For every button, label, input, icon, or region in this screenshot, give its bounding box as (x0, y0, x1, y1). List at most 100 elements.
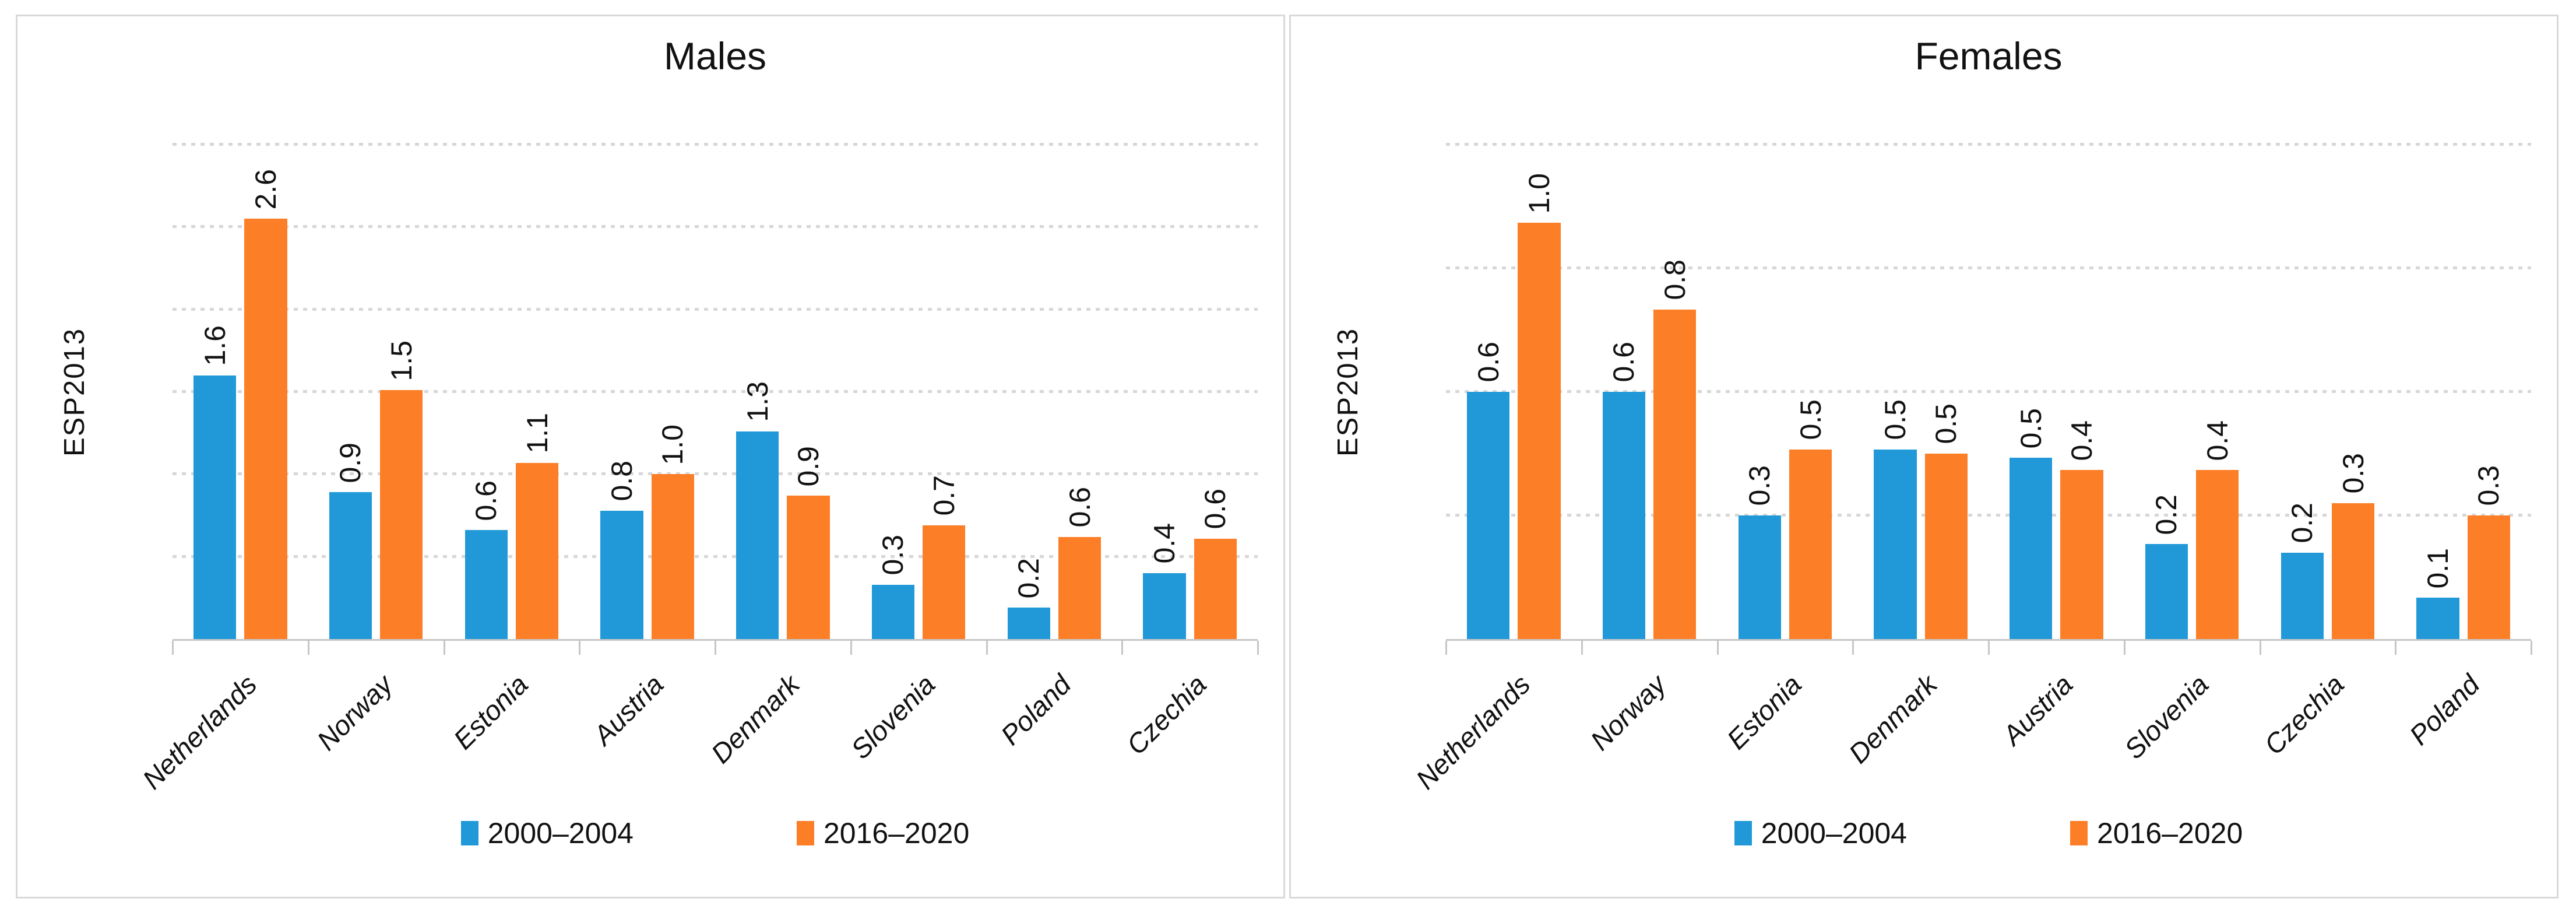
bar-value-label: 2.6 (249, 169, 283, 210)
x-axis-tick (2395, 641, 2397, 655)
legend-item-2000-2004: 2000–2004 (460, 816, 634, 850)
bar-value-label: 0.6 (1063, 487, 1096, 528)
gridline (1446, 266, 2531, 269)
bar-value-label: 0.7 (927, 475, 960, 516)
bar-group-poland: 0.1 0.3 (2395, 145, 2531, 639)
bar-column: 0.5 (1874, 145, 1917, 639)
legend: 2000–2004 2016–2020 (1446, 816, 2531, 850)
bar-value-label: 0.1 (2421, 548, 2454, 589)
bar-netherlands-2016-2020 (244, 219, 287, 639)
bar-estonia-2000-2004 (464, 530, 508, 639)
bar-value-label: 0.5 (1930, 403, 1963, 444)
x-axis-labels: Netherlands Norway Estonia Denmark Austria Sl… (1410, 645, 2531, 820)
bar-estonia-2000-2004 (1738, 515, 1781, 639)
category-label-slovenia: Slovenia (2118, 668, 2215, 765)
bar-value-label: 0.2 (2150, 494, 2183, 535)
bar-denmark-2016-2020 (1924, 454, 1968, 639)
bar-value-label: 0.5 (1794, 399, 1827, 440)
x-axis-tick (307, 641, 309, 655)
bar-column: 0.6 (464, 145, 508, 639)
bar-denmark-2000-2004 (736, 431, 779, 639)
bar-slovenia-2016-2020 (2196, 470, 2239, 639)
x-axis-tick (715, 641, 716, 655)
bar-column: 0.6 (1602, 145, 1646, 639)
bar-column: 0.7 (923, 145, 966, 639)
y-axis-title: ESP2013 (59, 327, 90, 457)
bar-group-norway: 0.6 0.8 (1582, 145, 1718, 639)
category-label-austria: Austria (1996, 668, 2079, 751)
bar-norway-2000-2004 (329, 492, 372, 639)
bar-value-label: 0.2 (1012, 557, 1046, 599)
category-label-poland: Poland (994, 668, 1077, 751)
bar-value-label: 1.5 (385, 340, 418, 381)
bar-column: 1.5 (380, 145, 423, 639)
bar-slovenia-2000-2004 (2145, 544, 2188, 639)
bar-group-denmark: 0.5 0.5 (1853, 145, 1989, 639)
bar-czechia-2000-2004 (1143, 573, 1186, 639)
bar-poland-2016-2020 (2467, 515, 2510, 639)
bar-netherlands-2000-2004 (193, 375, 237, 639)
legend-swatch-2000-2004 (460, 821, 478, 845)
bar-value-label: 0.9 (792, 445, 825, 487)
gridline (173, 143, 1258, 146)
bar-column: 0.5 (1924, 145, 1968, 639)
bar-group-estonia: 0.3 0.5 (1718, 145, 1853, 639)
bar-value-label: 0.4 (2201, 420, 2234, 461)
bar-value-label: 1.3 (741, 381, 774, 422)
x-axis-tick (2123, 641, 2125, 655)
bar-value-label: 0.5 (1878, 399, 1912, 440)
category-label-denmark: Denmark (1842, 668, 1943, 770)
bar-column: 1.0 (1518, 145, 1561, 639)
x-axis-tick (443, 641, 445, 655)
bar-group-slovenia: 0.3 0.7 (851, 145, 987, 639)
bar-value-label: 1.0 (1523, 173, 1556, 214)
bar-value-label: 0.4 (2065, 420, 2099, 461)
bar-value-label: 0.5 (2014, 408, 2047, 449)
bar-column: 0.8 (600, 145, 643, 639)
bar-column: 0.2 (2281, 145, 2324, 639)
legend-item-2000-2004: 2000–2004 (1734, 816, 1907, 850)
bar-value-label: 0.6 (470, 480, 503, 521)
x-axis-tick (1988, 641, 1990, 655)
legend-label-2016-2020: 2016–2020 (824, 817, 970, 850)
category-label-estonia: Estonia (1720, 668, 1808, 756)
bar-netherlands-2016-2020 (1518, 223, 1561, 639)
males-chart-panel: Males ESP2013 1.6 2.6 0.9 1.5 0.6 1.1 0.8 1.0 1.… (16, 15, 1285, 899)
bar-norway-2000-2004 (1602, 392, 1646, 639)
bar-denmark-2000-2004 (1874, 449, 1917, 639)
bar-column: 0.4 (2060, 145, 2103, 639)
bar-denmark-2016-2020 (787, 496, 830, 639)
bar-austria-2000-2004 (2010, 458, 2053, 639)
bar-group-estonia: 0.6 1.1 (444, 145, 580, 639)
bar-value-label: 0.8 (1658, 259, 1691, 300)
bar-column: 0.9 (787, 145, 830, 639)
bar-value-label: 0.3 (2336, 453, 2370, 494)
bar-netherlands-2000-2004 (1467, 392, 1510, 639)
bar-group-austria: 0.8 1.0 (579, 145, 715, 639)
bar-column: 0.4 (2196, 145, 2239, 639)
bar-column: 0.3 (871, 145, 915, 639)
category-label-netherlands: Netherlands (136, 668, 263, 795)
x-axis-tick (579, 641, 581, 655)
x-axis-tick (2259, 641, 2261, 655)
category-label-slovenia: Slovenia (844, 668, 941, 765)
x-axis-tick (1121, 641, 1124, 655)
category-label-estonia: Estonia (447, 668, 534, 756)
bar-column: 0.3 (2467, 145, 2510, 639)
bar-column: 2.6 (244, 145, 287, 639)
bar-group-norway: 0.9 1.5 (308, 145, 444, 639)
bar-czechia-2016-2020 (1194, 538, 1237, 639)
bar-value-label: 0.6 (1472, 342, 1505, 382)
legend-swatch-2000-2004 (1734, 821, 1752, 845)
bar-column: 0.1 (2416, 145, 2459, 639)
bar-value-label: 1.6 (198, 325, 231, 366)
legend-swatch-2016-2020 (2070, 821, 2088, 845)
plot-area: 1.6 2.6 0.9 1.5 0.6 1.1 0.8 1.0 1.3 0.9 0.3 0.7 0.2 0… (172, 143, 1259, 655)
bar-value-label: 0.6 (1199, 489, 1232, 529)
bar-value-label: 0.4 (1148, 523, 1181, 564)
bar-value-label: 1.1 (520, 413, 554, 454)
bar-column: 1.6 (193, 145, 237, 639)
category-label-austria: Austria (587, 668, 670, 751)
bar-value-label: 0.6 (1607, 342, 1641, 382)
legend-label-2000-2004: 2000–2004 (487, 817, 634, 850)
